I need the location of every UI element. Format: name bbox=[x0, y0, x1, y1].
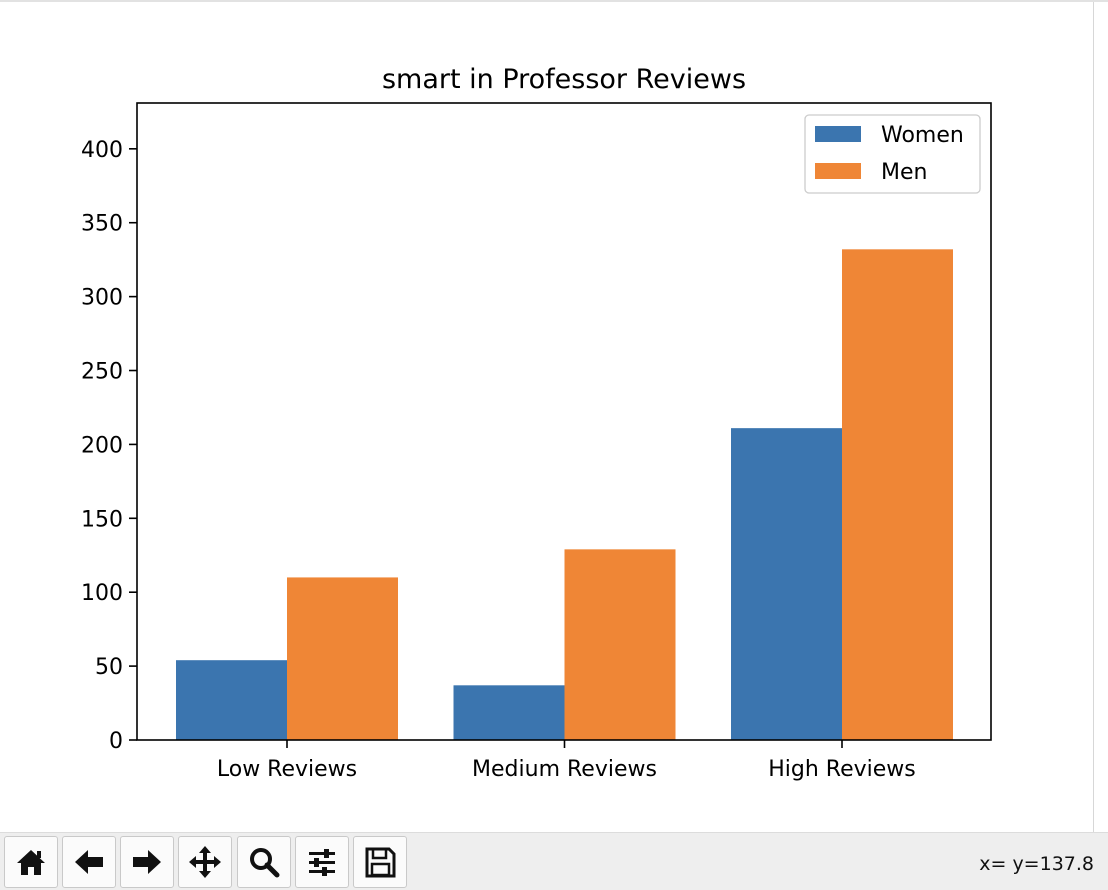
figure-canvas: smart in Professor Reviews 0 50 100 150 200 2… bbox=[81, 64, 992, 782]
y-tick-label: 250 bbox=[81, 360, 123, 385]
legend-label-women: Women bbox=[881, 123, 964, 148]
legend-label-men: Men bbox=[881, 160, 927, 185]
back-button[interactable] bbox=[62, 836, 116, 888]
home-button[interactable] bbox=[4, 836, 58, 888]
legend-swatch-men bbox=[815, 163, 861, 179]
arrow-right-icon bbox=[133, 850, 161, 874]
y-tick-label: 350 bbox=[81, 212, 123, 237]
bar-men-3 bbox=[842, 249, 953, 740]
x-tick-label: Medium Reviews bbox=[472, 757, 657, 782]
chart-title: smart in Professor Reviews bbox=[382, 64, 746, 95]
bar-women-3 bbox=[731, 428, 842, 740]
bar-men-1 bbox=[287, 577, 398, 740]
move-icon bbox=[189, 846, 221, 878]
legend: Women Men bbox=[804, 114, 981, 194]
y-tick-label: 100 bbox=[81, 581, 123, 606]
y-tick-label: 0 bbox=[109, 729, 123, 754]
legend-swatch-women bbox=[815, 126, 861, 142]
window-edge bbox=[1093, 2, 1108, 832]
bar-men-2 bbox=[564, 549, 676, 740]
y-tick-label: 300 bbox=[81, 286, 123, 311]
configure-subplots-button[interactable] bbox=[295, 836, 349, 888]
bars-group bbox=[176, 249, 953, 740]
floppy-disk-icon bbox=[365, 847, 396, 878]
magnifier-icon bbox=[250, 848, 280, 878]
sliders-icon bbox=[309, 849, 335, 876]
home-icon bbox=[17, 850, 45, 875]
arrow-left-icon bbox=[75, 850, 103, 874]
y-tick-label: 200 bbox=[81, 433, 123, 458]
navigation-toolbar: x= y=137.8 bbox=[0, 832, 1108, 890]
x-tick-label: High Reviews bbox=[768, 757, 916, 782]
y-axis: 0 50 100 150 200 250 300 350 400 bbox=[81, 138, 137, 754]
forward-button[interactable] bbox=[120, 836, 174, 888]
x-tick-label: Low Reviews bbox=[217, 757, 357, 782]
y-tick-label: 50 bbox=[95, 655, 123, 680]
bar-women-1 bbox=[176, 660, 287, 740]
bar-women-2 bbox=[453, 685, 565, 740]
y-tick-label: 150 bbox=[81, 507, 123, 532]
y-tick-label: 400 bbox=[81, 138, 123, 163]
pan-button[interactable] bbox=[178, 836, 232, 888]
coordinate-readout: x= y=137.8 bbox=[979, 853, 1094, 875]
x-axis: Low Reviews Medium Reviews High Reviews bbox=[217, 740, 916, 782]
save-button[interactable] bbox=[353, 836, 407, 888]
zoom-button[interactable] bbox=[237, 836, 291, 888]
